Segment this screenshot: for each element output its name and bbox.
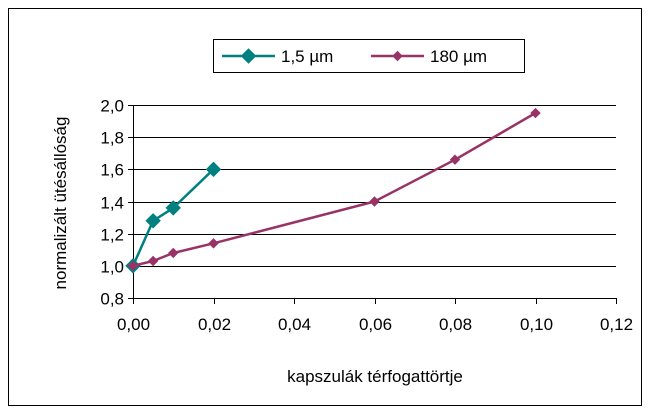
data-point <box>168 247 179 259</box>
series-2 <box>127 107 541 272</box>
y-tick-label: 1,8 <box>100 129 124 148</box>
y-tick-labels: 0,8 1,0 1,2 1,4 1,6 1,8 2,0 <box>100 97 124 309</box>
data-point <box>449 154 461 165</box>
data-point <box>165 200 181 216</box>
x-tick-labels: 0,00 0,02 0,04 0,06 0,08 0,10 0,12 <box>117 315 633 334</box>
y-tick-label: 1,4 <box>100 194 124 213</box>
y-tick-label: 1,6 <box>100 161 124 180</box>
y-tick-label: 1,2 <box>100 226 124 245</box>
data-point <box>369 196 380 207</box>
data-point <box>147 255 159 267</box>
legend: 1,5 µm 180 µm <box>213 39 525 73</box>
data-point <box>127 260 139 272</box>
legend-marker <box>240 48 257 64</box>
y-axis-title: normalizált ütésállóság <box>51 117 70 290</box>
x-tick-label: 0,02 <box>198 315 231 334</box>
data-point <box>530 107 541 119</box>
data-point <box>205 161 222 178</box>
x-tick-label: 0,04 <box>278 315 311 334</box>
data-point <box>208 238 219 249</box>
legend-entry: 180 µm <box>371 47 487 66</box>
axes <box>128 105 617 304</box>
x-tick-label: 0,10 <box>520 315 553 334</box>
x-tick-label: 0,00 <box>117 315 150 334</box>
series <box>125 107 541 274</box>
y-tick-label: 0,8 <box>100 290 124 309</box>
legend-label: 1,5 µm <box>281 47 333 66</box>
legend-entries: 1,5 µm 180 µm <box>222 47 487 66</box>
legend-marker <box>392 50 403 62</box>
y-tick-label: 2,0 <box>100 97 124 116</box>
data-point <box>145 213 161 229</box>
y-tick-label: 1,0 <box>100 258 124 277</box>
x-axis-title: kapszulák térfogattörtje <box>287 367 463 386</box>
legend-entry: 1,5 µm <box>222 47 333 66</box>
legend-label: 180 µm <box>430 47 487 66</box>
series-line <box>131 168 215 267</box>
x-tick-label: 0,12 <box>600 315 633 334</box>
x-tick-label: 0,06 <box>359 315 392 334</box>
x-tick-label: 0,08 <box>439 315 472 334</box>
